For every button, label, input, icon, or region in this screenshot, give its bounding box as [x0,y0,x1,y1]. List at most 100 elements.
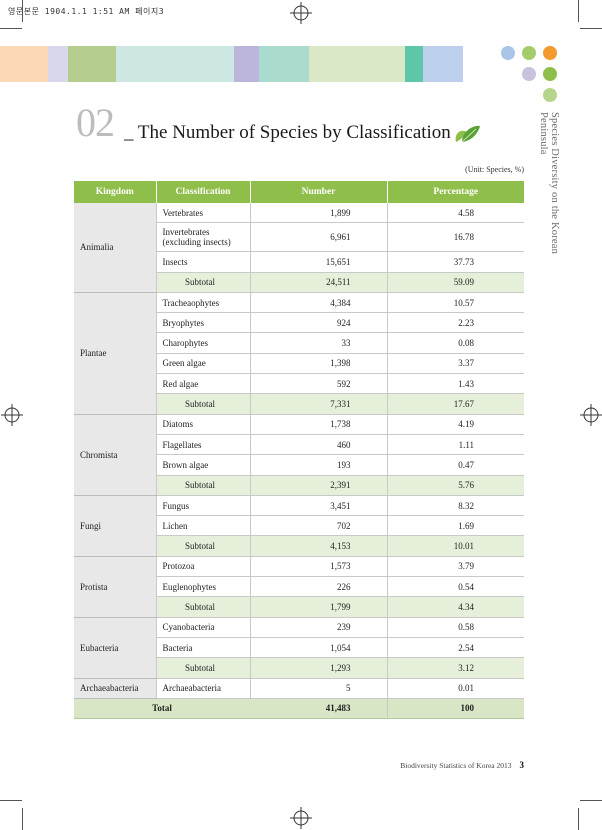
column-header-classification: Classification [156,181,251,203]
color-bar [234,46,259,82]
percentage-cell: 0.54 [387,576,524,598]
percentage-cell: 37.73 [387,251,524,273]
total-percentage: 100 [387,698,524,720]
classification-cell: Red algae [156,373,251,395]
table-row: Charophytes 33 0.08 [74,332,524,354]
number-cell: 1,738 [250,414,388,435]
percentage-cell: 0.58 [387,617,524,638]
dot [522,67,536,81]
subtotal-row: Subtotal 1,799 4.34 [74,596,524,618]
subtotal-label: Subtotal [156,393,251,415]
subtotal-label: Subtotal [156,272,251,293]
kingdom-cell: Archaeabacteria [74,678,157,699]
running-head-vertical: Species Diversity on the Korean Peninsul… [538,112,560,255]
number-cell: 193 [250,454,388,476]
number-cell: 592 [250,373,388,395]
classification-cell: Green algae [156,353,251,375]
column-header-kingdom: Kingdom [74,181,157,203]
classification-cell: Archaeabacteria [156,678,251,699]
classification-cell: Protozoa [156,556,251,578]
kingdom-cell: Fungi [74,495,157,557]
color-bar [423,46,463,82]
number-cell: 15,651 [250,251,388,273]
percentage-cell: 0.01 [387,678,524,699]
classification-cell: Cyanobacteria [156,617,251,638]
subtotal-number: 24,511 [250,272,388,293]
subtotal-row: Subtotal 1,293 3.12 [74,657,524,679]
table-row: Bacteria 1,054 2.54 [74,637,524,659]
publication-name: Biodiversity Statistics of Korea 2013 [400,761,512,770]
subtotal-percentage: 10.01 [387,535,524,557]
classification-cell: Bryophytes [156,312,251,334]
table-row: Chromista Diatoms 1,738 4.19 [74,414,524,496]
classification-cell: Flagellates [156,434,251,456]
subtotal-percentage: 4.34 [387,596,524,618]
table-row: Insects 15,651 37.73 [74,251,524,273]
percentage-cell: 16.78 [387,222,524,253]
kingdom-cell: Plantae [74,292,157,415]
dot [522,46,536,60]
subtotal-label: Subtotal [156,535,251,557]
column-header-percentage: Percentage [387,181,524,203]
subtotal-number: 4,153 [250,535,388,557]
table-header-row: Kingdom Classification Number Percentage [74,181,524,203]
color-bar [0,46,48,82]
subtotal-row: Subtotal 2,391 5.76 [74,475,524,496]
classification-cell: Charophytes [156,332,251,354]
number-cell: 460 [250,434,388,456]
column-header-number: Number [250,181,388,203]
color-bar [116,46,234,82]
species-table: Kingdom Classification Number Percentage… [74,181,524,720]
subtotal-percentage: 17.67 [387,393,524,415]
subtotal-row: Subtotal 24,511 59.09 [74,272,524,293]
table-row: Euglenophytes 226 0.54 [74,576,524,598]
registration-mark-bottom [290,807,312,829]
number-cell: 1,398 [250,353,388,375]
subtotal-label: Subtotal [156,657,251,679]
classification-cell: Lichen [156,515,251,537]
page-footer: Biodiversity Statistics of Korea 2013 3 [340,760,524,770]
kingdom-cell: Chromista [74,414,157,496]
page-number: 3 [519,760,525,770]
subtotal-percentage: 5.76 [387,475,524,496]
color-bar [259,46,309,82]
color-bar [309,46,405,82]
color-bar [68,46,116,82]
number-cell: 924 [250,312,388,334]
percentage-cell: 3.79 [387,556,524,578]
classification-cell: Diatoms [156,414,251,435]
percentage-cell: 10.57 [387,292,524,314]
table-row: Red algae 592 1.43 [74,373,524,395]
classification-cell: Bacteria [156,637,251,659]
table-row: Protista Protozoa 1,573 3.79 [74,556,524,618]
number-cell: 33 [250,332,388,354]
number-cell: 1,573 [250,556,388,578]
table-row: Fungi Fungus 3,451 8.32 [74,495,524,557]
number-cell: 1,054 [250,637,388,659]
percentage-cell: 0.08 [387,332,524,354]
registration-mark-left [1,404,23,426]
table-body: Animalia Vertebrates 1,899 4.58 Invertebrate… [74,203,524,720]
page-title: _ The Number of Species by Classificatio… [124,122,451,143]
color-bar [48,46,68,82]
percentage-cell: 4.58 [387,203,524,224]
subtotal-percentage: 3.12 [387,657,524,679]
table-row: Plantae Tracheaophytes 4,384 10.57 [74,292,524,415]
unit-note: (Unit: Species, %) [465,165,524,174]
classification-cell: Insects [156,251,251,273]
table-row: Brown algae 193 0.47 [74,454,524,476]
number-cell: 3,451 [250,495,388,517]
classification-cell: Vertebrates [156,203,251,224]
number-cell: 239 [250,617,388,638]
percentage-cell: 0.47 [387,454,524,476]
percentage-cell: 4.19 [387,414,524,435]
table-row: Lichen 702 1.69 [74,515,524,537]
subtotal-row: Subtotal 7,331 17.67 [74,393,524,415]
table-row: Bryophytes 924 2.23 [74,312,524,334]
kingdom-cell: Protista [74,556,157,618]
table-row: Invertebrates (excluding insects) 6,961 16… [74,222,524,253]
percentage-cell: 2.23 [387,312,524,334]
table-row: Flagellates 460 1.11 [74,434,524,456]
percentage-cell: 1.69 [387,515,524,537]
subtotal-number: 2,391 [250,475,388,496]
